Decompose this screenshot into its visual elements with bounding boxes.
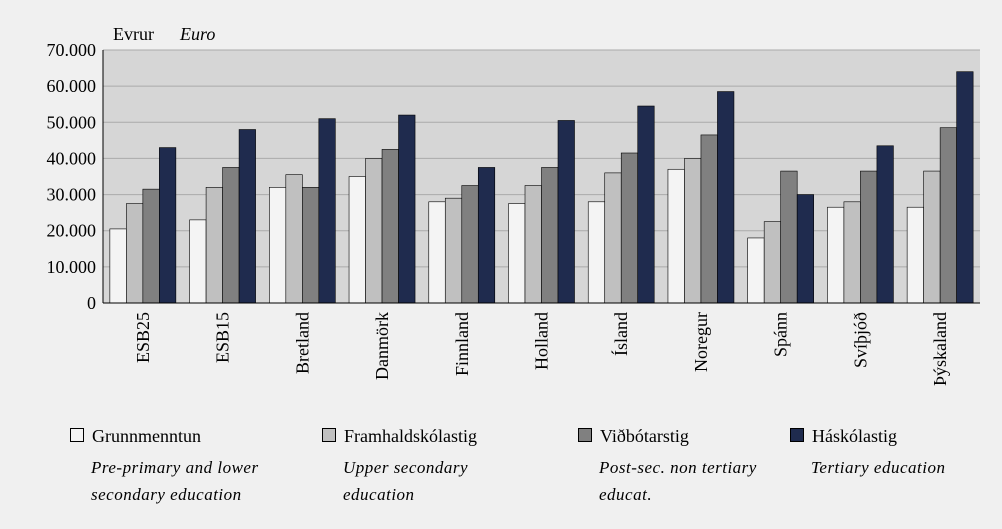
legend-item: Grunnmenntun (70, 426, 201, 447)
legend-label: Framhaldskólastig (344, 426, 477, 446)
bar (477, 167, 496, 304)
x-tick-label: Danmörk (372, 312, 392, 380)
bar (796, 194, 814, 304)
bar (620, 152, 639, 304)
bar (827, 206, 845, 304)
bar (269, 187, 287, 304)
y-label-en: Euro (179, 24, 215, 44)
legend-item: Viðbótarstig (578, 426, 689, 447)
bar (205, 187, 223, 304)
legend-description: Tertiary education (811, 458, 946, 477)
bar (348, 176, 366, 304)
bar (860, 170, 878, 304)
legend-swatch (790, 428, 804, 442)
bar (876, 145, 894, 304)
x-tick-label: Spánn (771, 312, 791, 357)
bar (461, 185, 479, 304)
x-tick-label: Svíþjóð (850, 312, 870, 368)
y-tick-label: 70.000 (47, 40, 97, 60)
legend-description: Pre-primary and lower secondary educatio… (91, 458, 259, 504)
legend-label: Háskólastig (812, 426, 897, 446)
bar (684, 158, 702, 304)
bar (159, 147, 177, 304)
y-label: Evrur (113, 24, 154, 44)
x-tick-label: Þýskaland (930, 312, 950, 386)
legend-description: Post-sec. non tertiary educat. (599, 458, 757, 504)
bar (939, 127, 957, 304)
bar (667, 168, 685, 304)
bar (142, 188, 160, 304)
bar (398, 114, 416, 304)
bar (508, 203, 526, 304)
bar (906, 206, 924, 304)
bar (302, 187, 320, 304)
bar (763, 221, 781, 304)
bar (604, 172, 622, 304)
bar (222, 167, 240, 304)
x-tick-label: Finnland (452, 312, 472, 376)
bar (318, 118, 336, 304)
bar (587, 201, 606, 304)
x-tick-label: Ísland (610, 312, 631, 356)
legend-label: Viðbótarstig (600, 426, 689, 446)
y-tick-label: 50.000 (47, 112, 97, 132)
legend-swatch (578, 428, 592, 442)
y-tick-label: 0 (87, 293, 96, 313)
y-tick-label: 60.000 (47, 76, 97, 96)
legend-swatch (70, 428, 84, 442)
y-tick-label: 10.000 (47, 257, 97, 277)
bar (717, 91, 735, 304)
bar (747, 237, 765, 304)
bar (637, 105, 655, 304)
bar (428, 201, 446, 304)
y-tick-label: 20.000 (47, 221, 97, 241)
bar (700, 134, 718, 304)
bar (956, 71, 974, 304)
bar (285, 174, 303, 304)
y-tick-label: 40.000 (47, 148, 97, 168)
bar (109, 228, 127, 304)
legend-item: Framhaldskólastig (322, 426, 477, 447)
bar (189, 219, 207, 304)
bar (126, 203, 144, 304)
bar (843, 201, 861, 304)
x-tick-label: Holland (532, 312, 552, 370)
x-tick-label: Noregur (691, 312, 711, 372)
bar (541, 167, 559, 304)
legend-swatch (322, 428, 336, 442)
bar (365, 158, 383, 304)
legend-item: Háskólastig (790, 426, 897, 447)
x-tick-label: ESB25 (133, 312, 153, 363)
bar (381, 149, 399, 304)
bar (557, 120, 575, 304)
x-tick-label: ESB15 (213, 312, 233, 363)
legend-description: Upper secondary education (343, 458, 469, 504)
y-tick-label: 30.000 (47, 185, 97, 205)
bar (238, 129, 256, 304)
bar (923, 170, 941, 304)
bar (780, 170, 798, 304)
bar (524, 185, 542, 304)
bar (444, 197, 463, 304)
legend-label: Grunnmenntun (92, 426, 201, 446)
x-tick-label: Bretland (292, 312, 312, 374)
